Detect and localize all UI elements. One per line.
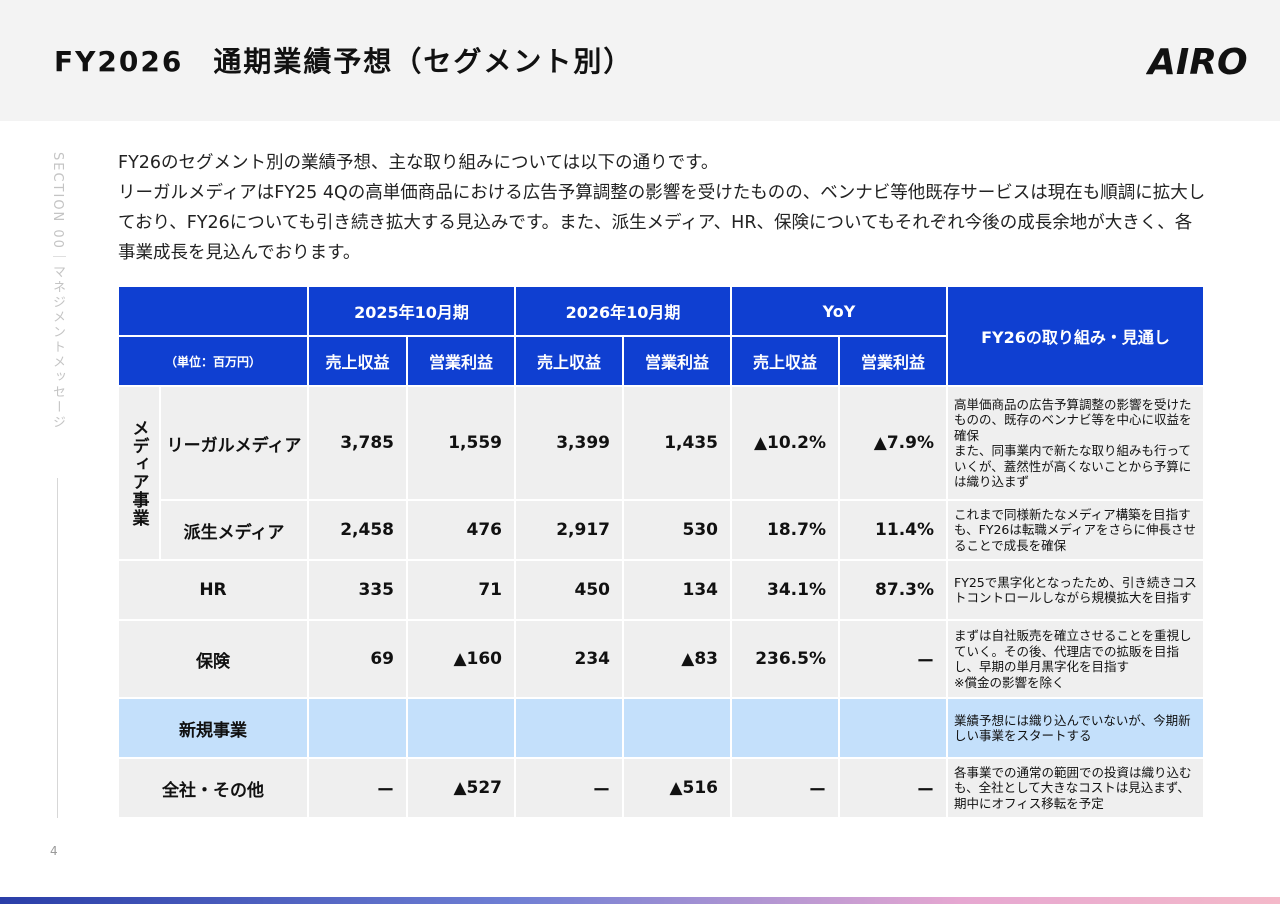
section-label: SECTION 00｜マネジメントメッセージ [50,152,65,430]
side-divider [57,478,58,818]
value-cell [840,699,947,757]
intro-text: FY26のセグメント別の業績予想、主な取り組みについては以下の通りです。 リーガ… [118,148,1208,268]
outlook-note: FY25で黒字化となったため、引き続きコストコントロールしながら規模拡大を目指す [948,561,1204,619]
value-cell [516,699,622,757]
value-cell: 236.5% [732,621,838,697]
value-cell: ー [309,759,406,817]
metric-profit: 営業利益 [408,337,514,385]
value-cell: 2,917 [516,501,622,559]
metric-profit: 営業利益 [840,337,947,385]
value-cell: ー [732,759,838,817]
table-row: HR 335 71 450 134 34.1% 87.3% FY25で黒字化とな… [119,561,1204,619]
value-cell: 34.1% [732,561,838,619]
value-cell: ▲10.2% [732,387,838,499]
segment-forecast-table: 2025年10月期 2026年10月期 YoY FY26の取り組み・見通し （単… [117,285,1205,819]
value-cell: 530 [624,501,730,559]
value-cell: 1,559 [408,387,514,499]
value-cell: 476 [408,501,514,559]
period-header-fy26: 2026年10月期 [516,287,730,335]
segment-name: 新規事業 [119,699,307,757]
value-cell: ▲7.9% [840,387,947,499]
period-header-yoy: YoY [732,287,947,335]
segment-name: HR [119,561,307,619]
value-cell: ▲83 [624,621,730,697]
unit-label: （単位：百万円） [119,337,307,385]
value-cell: 11.4% [840,501,947,559]
value-cell: 1,435 [624,387,730,499]
value-cell: 2,458 [309,501,406,559]
outlook-note: 各事業での通常の範囲での投資は織り込むも、全社として大きなコストは見込まず、期中… [948,759,1204,817]
value-cell [624,699,730,757]
metric-revenue: 売上収益 [732,337,838,385]
value-cell: 134 [624,561,730,619]
segment-name: 保険 [119,621,307,697]
value-cell: ▲160 [408,621,514,697]
table-row: 全社・その他 ー ▲527 ー ▲516 ー ー 各事業での通常の範囲での投資は… [119,759,1204,817]
value-cell: ー [840,759,947,817]
page-title: FY2026 通期業績予想（セグメント別） [54,45,634,78]
page-number: 4 [50,844,58,858]
footer-gradient-bar [0,897,1280,904]
value-cell: 69 [309,621,406,697]
value-cell: 450 [516,561,622,619]
value-cell: ▲527 [408,759,514,817]
outlook-note: 高単価商品の広告予算調整の影響を受けたものの、既存のベンナビ等を中心に収益を確保… [948,387,1204,499]
table-row: 新規事業 業績予想には織り込んでいないが、今期新しい事業をスタートする [119,699,1204,757]
value-cell: 335 [309,561,406,619]
slide-header [0,0,1280,121]
company-logo: AIRO [1146,42,1248,82]
table-row: 保険 69 ▲160 234 ▲83 236.5% ー まずは自社販売を確立させ… [119,621,1204,697]
metric-revenue: 売上収益 [516,337,622,385]
segment-name: 派生メディア [161,501,307,559]
period-header-fy25: 2025年10月期 [309,287,514,335]
value-cell: 18.7% [732,501,838,559]
outlook-note: 業績予想には織り込んでいないが、今期新しい事業をスタートする [948,699,1204,757]
value-cell [309,699,406,757]
intro-paragraph: リーガルメディアはFY25 4Qの高単価商品における広告予算調整の影響を受けたも… [118,183,1206,263]
value-cell: 71 [408,561,514,619]
value-cell: 3,785 [309,387,406,499]
outlook-header: FY26の取り組み・見通し [948,287,1204,385]
table-row: メディア事業 リーガルメディア 3,785 1,559 3,399 1,435 … [119,387,1204,559]
value-cell: 3,399 [516,387,622,499]
corner-header [119,287,307,335]
metric-profit: 営業利益 [624,337,730,385]
value-cell: ▲516 [624,759,730,817]
intro-line: FY26のセグメント別の業績予想、主な取り組みについては以下の通りです。 [118,153,719,173]
value-cell: 87.3% [840,561,947,619]
logo-text: AIRO [1146,42,1248,82]
segment-name: 全社・その他 [119,759,307,817]
outlook-note: まずは自社販売を確立させることを重視していく。その後、代理店での拡販を目指し、早… [948,621,1204,697]
value-cell [408,699,514,757]
outlook-note: これまで同様新たなメディア構築を目指すも、FY26は転職メディアをさらに伸長させ… [948,501,1204,559]
value-cell: ー [840,621,947,697]
value-cell: 234 [516,621,622,697]
value-cell [732,699,838,757]
table-row: 派生メディア 2,458 476 2,917 530 18.7% 11.4% こ… [119,501,1204,559]
metric-revenue: 売上収益 [309,337,406,385]
media-group-cell: メディア事業 [119,387,159,559]
value-cell: ー [516,759,622,817]
media-group-label: メディア事業 [128,419,149,527]
segment-name: リーガルメディア [161,387,307,499]
